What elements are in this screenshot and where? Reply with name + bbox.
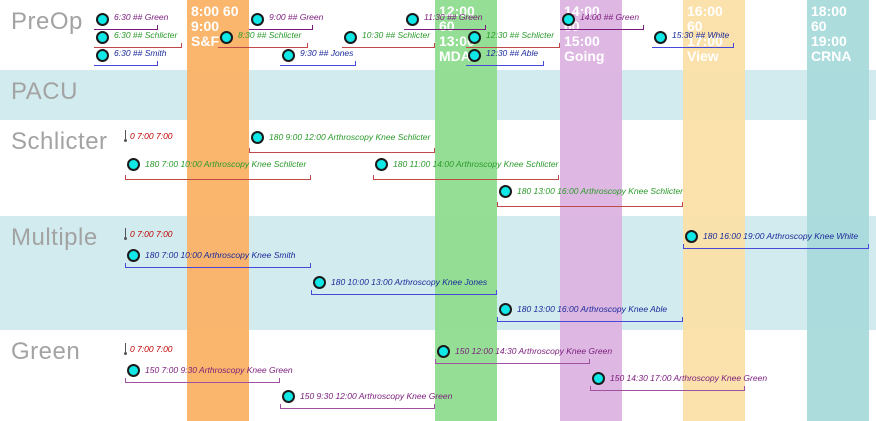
preop-event[interactable]: 12:30 ## Schlicter: [466, 30, 560, 48]
case-bar[interactable]: 180 11:00 14:00 Arthroscopy Knee Schlict…: [373, 159, 559, 180]
pin-stem: [125, 228, 126, 237]
case-label: 150 9:30 12:00 Arthroscopy Knee Green: [300, 391, 453, 401]
case-bar[interactable]: 150 7:00 9:30 Arthroscopy Knee Green: [125, 365, 293, 383]
event-label: 9:00 ## Green: [269, 12, 324, 22]
drag-handle[interactable]: [96, 31, 109, 44]
event-label: 9:30 ## Jones: [300, 48, 354, 58]
case-label: 180 9:00 12:00 Arthroscopy Knee Schlicte…: [269, 132, 431, 142]
drag-handle[interactable]: [468, 49, 481, 62]
drag-handle[interactable]: [282, 390, 295, 403]
event-label: 14:00 ## Green: [580, 12, 640, 22]
event-label: 12:30 ## Able: [486, 48, 539, 58]
column-crna: [807, 0, 869, 421]
case-bar[interactable]: 180 7:00 10:00 Arthroscopy Knee Schlicte…: [125, 159, 311, 180]
drag-handle[interactable]: [375, 158, 388, 171]
case-label: 150 14:30 17:00 Arthroscopy Knee Green: [610, 373, 768, 383]
pin-stem: [125, 130, 126, 139]
case-label: 180 7:00 10:00 Arthroscopy Knee Smith: [145, 250, 296, 260]
row-label-preop: PreOp: [11, 8, 83, 35]
case-bar[interactable]: 180 10:00 13:00 Arthroscopy Knee Jones: [311, 277, 497, 295]
zero-duration-marker: 0 7:00 7:00: [130, 344, 173, 354]
pin-dot: [124, 237, 127, 240]
preop-event[interactable]: 14:00 ## Green: [560, 12, 644, 30]
drag-handle[interactable]: [437, 345, 450, 358]
event-label: 6:30 ## Green: [114, 12, 169, 22]
zero-duration-marker: 0 7:00 7:00: [130, 229, 173, 239]
column-header-sf: 8:00 60 9:00 S&F: [191, 3, 239, 49]
column-header-going: 14:00 60 15:00 Going: [564, 3, 605, 64]
event-label: 12:30 ## Schlicter: [486, 30, 555, 40]
drag-handle[interactable]: [313, 276, 326, 289]
preop-event[interactable]: 12:30 ## Able: [466, 48, 544, 66]
case-label: 180 16:00 19:00 Arthroscopy Knee White: [703, 231, 859, 241]
drag-handle[interactable]: [220, 31, 233, 44]
drag-handle[interactable]: [499, 303, 512, 316]
preop-event[interactable]: 15:30 ## White: [652, 30, 734, 48]
drag-handle[interactable]: [406, 13, 419, 26]
row-label-schlicter: Schlicter: [11, 128, 108, 155]
preop-event[interactable]: 8:30 ## Schlicter: [218, 30, 308, 48]
case-label: 150 7:00 9:30 Arthroscopy Knee Green: [145, 365, 293, 375]
event-label: 6:30 ## Schlicter: [114, 30, 178, 40]
zero-duration-marker: 0 7:00 7:00: [130, 131, 173, 141]
drag-handle[interactable]: [251, 131, 264, 144]
preop-event[interactable]: 9:30 ## Jones: [280, 48, 356, 66]
column-going: [560, 0, 622, 421]
case-label: 180 13:00 16:00 Arthroscopy Knee Schlict…: [517, 186, 684, 196]
drag-handle[interactable]: [251, 13, 264, 26]
preop-event[interactable]: 11:30 ## Green: [404, 12, 486, 30]
drag-handle[interactable]: [127, 364, 140, 377]
case-label: 180 11:00 14:00 Arthroscopy Knee Schlict…: [393, 159, 559, 169]
event-label: 15:30 ## White: [672, 30, 730, 40]
preop-event[interactable]: 6:30 ## Green: [94, 12, 168, 30]
case-label: 180 10:00 13:00 Arthroscopy Knee Jones: [331, 277, 488, 287]
drag-handle[interactable]: [562, 13, 575, 26]
event-label: 6:30 ## Smith: [114, 48, 167, 58]
drag-handle[interactable]: [282, 49, 295, 62]
case-bar[interactable]: 180 13:00 16:00 Arthroscopy Knee Able: [497, 304, 683, 322]
drag-handle[interactable]: [592, 372, 605, 385]
column-view: [683, 0, 745, 421]
case-label: 180 7:00 10:00 Arthroscopy Knee Schlicte…: [145, 159, 307, 169]
column-header-view: 16:00 60 17:00 View: [687, 3, 723, 64]
drag-handle[interactable]: [127, 158, 140, 171]
pin-stem: [125, 343, 126, 352]
preop-event[interactable]: 9:00 ## Green: [249, 12, 323, 30]
drag-handle[interactable]: [685, 230, 698, 243]
case-bar[interactable]: 180 16:00 19:00 Arthroscopy Knee White: [683, 231, 869, 249]
column-header-crna: 18:00 60 19:00 CRNA: [811, 3, 852, 64]
drag-handle[interactable]: [96, 13, 109, 26]
case-bar[interactable]: 180 9:00 12:00 Arthroscopy Knee Schlicte…: [249, 132, 435, 153]
case-bar[interactable]: 150 14:30 17:00 Arthroscopy Knee Green: [590, 373, 767, 391]
preop-event[interactable]: 6:30 ## Smith: [94, 48, 166, 66]
case-bar[interactable]: 180 7:00 10:00 Arthroscopy Knee Smith: [125, 250, 311, 268]
preop-event[interactable]: 6:30 ## Schlicter: [94, 30, 182, 48]
row-label-green: Green: [11, 338, 81, 365]
case-label: 180 13:00 16:00 Arthroscopy Knee Able: [517, 304, 668, 314]
event-label: 11:30 ## Green: [424, 12, 483, 22]
row-label-pacu: PACU: [11, 78, 78, 105]
pin-dot: [124, 139, 127, 142]
pin-dot: [124, 352, 127, 355]
case-bar[interactable]: 150 9:30 12:00 Arthroscopy Knee Green: [280, 391, 452, 409]
event-label: 10:30 ## Schlicter: [362, 30, 431, 40]
drag-handle[interactable]: [127, 249, 140, 262]
case-bar[interactable]: 180 13:00 16:00 Arthroscopy Knee Schlict…: [497, 186, 684, 207]
row-label-multiple: Multiple: [11, 224, 98, 251]
drag-handle[interactable]: [344, 31, 357, 44]
case-label: 150 12:00 14:30 Arthroscopy Knee Green: [455, 346, 613, 356]
drag-handle[interactable]: [654, 31, 667, 44]
drag-handle[interactable]: [468, 31, 481, 44]
case-bar[interactable]: 150 12:00 14:30 Arthroscopy Knee Green: [435, 346, 612, 364]
event-label: 8:30 ## Schlicter: [238, 30, 302, 40]
drag-handle[interactable]: [499, 185, 512, 198]
drag-handle[interactable]: [96, 49, 109, 62]
column-sf: [187, 0, 249, 421]
preop-event[interactable]: 10:30 ## Schlicter: [342, 30, 435, 48]
